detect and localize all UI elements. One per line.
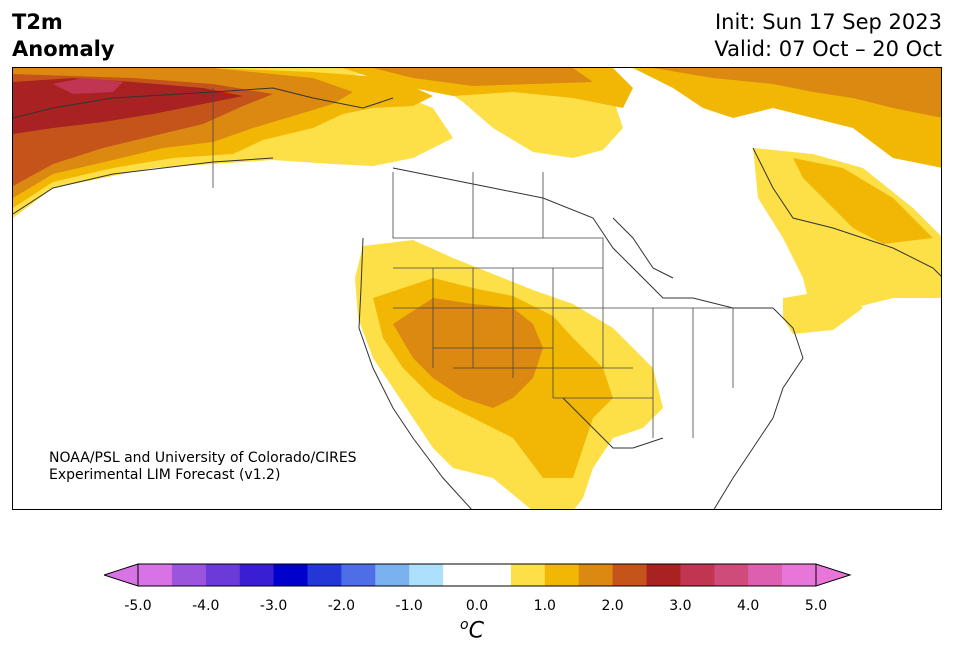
- unit-degree: o: [460, 617, 469, 633]
- colorbar-cell: [782, 564, 817, 586]
- credit-line-2: Experimental LIM Forecast (v1.2): [49, 467, 281, 483]
- colorbar-cell: [138, 564, 173, 586]
- colorbar-tick-label: -2.0: [327, 598, 356, 614]
- anomaly-region-west-2: [393, 298, 543, 408]
- anomaly-region-greenland-2: [653, 68, 941, 118]
- credit-text: NOAA/PSL and University of Colorado/CIRE…: [49, 450, 357, 484]
- colorbar-cell: [375, 564, 410, 586]
- colorbar-tick-label: -1.0: [395, 598, 423, 614]
- colorbar-cell: [205, 564, 241, 586]
- title-line-2: Anomaly: [12, 37, 115, 61]
- colorbar-cell: [578, 564, 614, 586]
- valid-period: Valid: 07 Oct – 20 Oct: [714, 37, 942, 61]
- colorbar-cell: [273, 564, 308, 586]
- colorbar-cell: [171, 564, 207, 586]
- colorbar-tick-label: 0.0: [465, 598, 489, 614]
- map-canvas: [13, 68, 941, 509]
- colorbar-cells: [138, 564, 817, 586]
- anomaly-map: [12, 67, 942, 510]
- anomaly-region-new-england: [783, 288, 863, 334]
- colorbar-cell: [239, 564, 275, 586]
- colorbar-tick-label: -3.0: [259, 598, 288, 614]
- colorbar-tick-label: 2.0: [601, 598, 624, 614]
- colorbar-cell: [680, 564, 715, 586]
- colorbar-cell: [544, 564, 580, 586]
- anomaly-region-labrador-2: [793, 158, 933, 244]
- colorbar-tick-label: -5.0: [124, 598, 152, 614]
- title-line-1: T2m: [12, 10, 63, 34]
- colorbar-cell: [612, 564, 647, 586]
- colorbar-tick-label: 1.0: [533, 598, 556, 614]
- anomaly-region-alaska-5: [53, 78, 123, 94]
- colorbar-cell: [443, 564, 478, 586]
- unit-letter: C: [468, 618, 484, 644]
- colorbar-cell: [510, 564, 546, 586]
- anomaly-region-arctic-2: [373, 68, 593, 86]
- colorbar-tick-label: -4.0: [192, 598, 220, 614]
- colorbar-cell: [714, 564, 749, 586]
- map-title: T2m Anomaly: [12, 9, 115, 63]
- colorbar-cell: [477, 564, 512, 586]
- colorbar-outline: [137, 563, 817, 587]
- colorbar-tick-label: 3.0: [669, 598, 692, 614]
- colorbar-cell: [409, 564, 444, 586]
- colorbar-under-arrow: [104, 563, 139, 587]
- colorbar-tick-label: 5.0: [804, 598, 828, 614]
- coastlines: [13, 87, 941, 509]
- forecast-dates: Init: Sun 17 Sep 2023 Valid: 07 Oct – 20…: [714, 9, 942, 63]
- colorbar: [104, 563, 852, 587]
- colorbar-unit: oC: [460, 617, 484, 643]
- init-date: Init: Sun 17 Sep 2023: [714, 10, 942, 34]
- colorbar-tick-label: 4.0: [737, 598, 760, 614]
- colorbar-over-arrow: [815, 563, 852, 587]
- colorbar-cell: [341, 564, 376, 586]
- credit-line-1: NOAA/PSL and University of Colorado/CIRE…: [49, 450, 357, 466]
- colorbar-cell: [646, 564, 681, 586]
- state-borders: [212, 88, 734, 438]
- colorbar-cell: [748, 564, 783, 586]
- colorbar-cell: [307, 564, 342, 586]
